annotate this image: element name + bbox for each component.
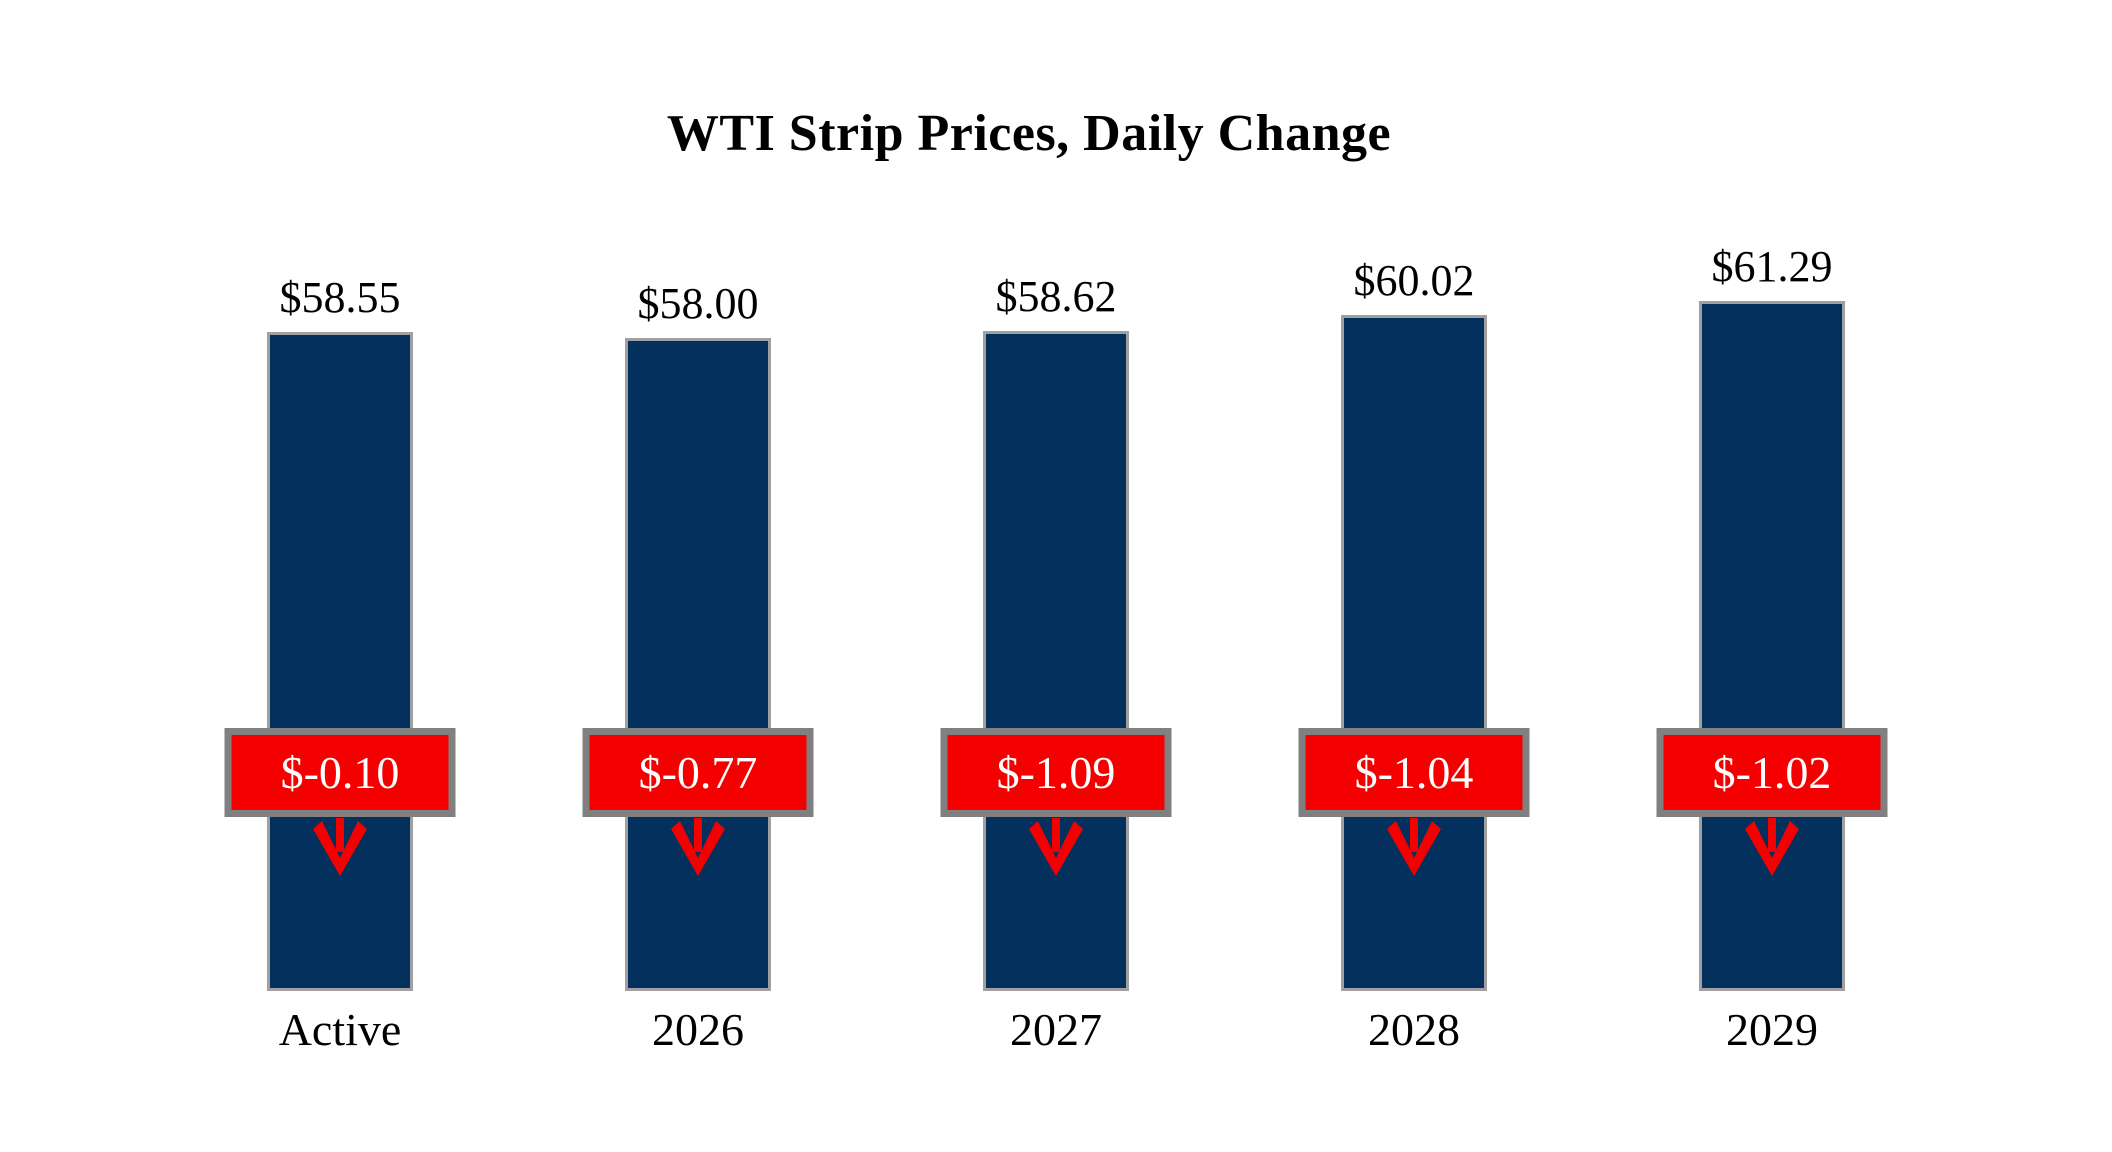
price-bar — [267, 332, 413, 991]
daily-change-value: $-1.09 — [996, 746, 1116, 798]
daily-change-box: $-0.77 — [582, 728, 814, 817]
bar-group: $58.00 $-0.77 2026 — [519, 0, 877, 1152]
price-bar — [625, 338, 771, 991]
down-arrow-icon — [1029, 818, 1083, 876]
chart-title: WTI Strip Prices, Daily Change — [666, 105, 1392, 162]
down-arrow-icon — [313, 818, 367, 876]
price-bar — [983, 331, 1129, 991]
daily-change-value: $-1.04 — [1354, 746, 1474, 798]
bar-group: $61.29 $-1.02 2029 — [1593, 0, 1951, 1152]
price-label: $58.00 — [637, 278, 759, 328]
daily-change-value: $-1.02 — [1712, 746, 1832, 798]
down-arrow-icon — [1387, 818, 1441, 876]
category-label: 2028 — [1368, 1004, 1460, 1055]
daily-change-box: $-1.09 — [940, 728, 1172, 817]
down-arrow-icon — [1745, 818, 1799, 876]
bar-group: $58.62 $-1.09 2027 — [877, 0, 1235, 1152]
daily-change-value: $-0.77 — [638, 746, 758, 798]
category-label: 2027 — [1010, 1004, 1102, 1055]
daily-change-box: $-1.02 — [1656, 728, 1888, 817]
category-label: 2026 — [652, 1004, 744, 1055]
plot-area: $58.55 $-0.10 Active $58.00 $-0.77 2026 … — [161, 0, 1952, 1152]
daily-change-box: $-1.04 — [1298, 728, 1530, 817]
bar-group: $58.55 $-0.10 Active — [161, 0, 519, 1152]
price-label: $60.02 — [1353, 255, 1475, 305]
category-label: Active — [278, 1004, 402, 1055]
bar-group: $60.02 $-1.04 2028 — [1235, 0, 1593, 1152]
price-label: $61.29 — [1711, 241, 1833, 291]
price-label: $58.62 — [995, 271, 1117, 321]
price-bar — [1341, 315, 1487, 991]
daily-change-box: $-0.10 — [224, 728, 456, 817]
down-arrow-icon — [671, 818, 725, 876]
daily-change-value: $-0.10 — [280, 746, 400, 798]
price-label: $58.55 — [279, 272, 401, 322]
price-bar — [1699, 301, 1845, 991]
category-label: 2029 — [1726, 1004, 1818, 1055]
